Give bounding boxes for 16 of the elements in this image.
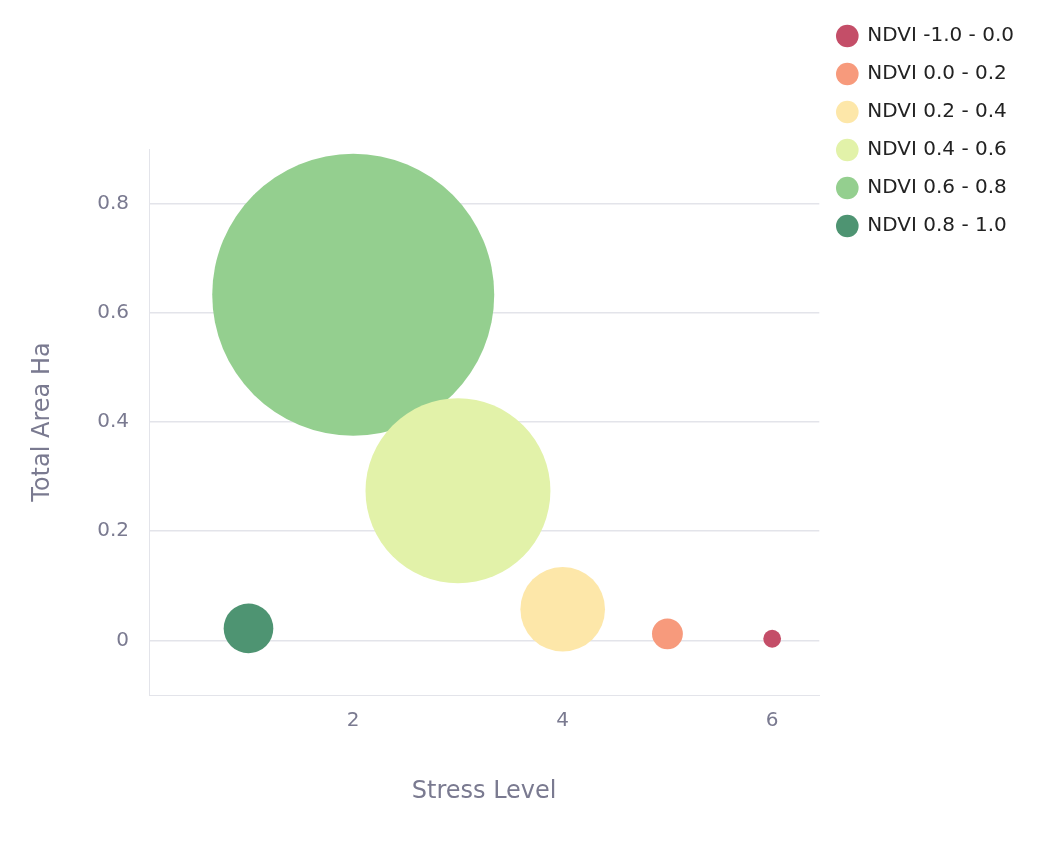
legend-label: NDVI 0.6 - 0.8 <box>867 174 1007 199</box>
legend-label: NDVI 0.4 - 0.6 <box>867 136 1007 161</box>
legend-label: NDVI 0.0 - 0.2 <box>867 60 1007 85</box>
y-tick-label: 0 <box>116 626 129 651</box>
x-tick-label: 2 <box>346 707 360 732</box>
y-tick-label: 0.4 <box>97 408 129 433</box>
x-axis-title: Stress Level <box>411 775 557 804</box>
x-tick-label: 4 <box>556 707 570 732</box>
y-tick-label: 0.2 <box>97 517 129 542</box>
y-tick-label: 0.6 <box>97 299 129 323</box>
legend-label: NDVI 0.8 - 1.0 <box>867 212 1007 237</box>
x-tick-label: 6 <box>765 707 779 732</box>
legend-label: NDVI -1.0 - 0.0 <box>867 22 1015 47</box>
y-axis-title: Total Area Ha <box>27 342 56 503</box>
legend-label: NDVI 0.2 - 0.4 <box>867 98 1007 123</box>
y-tick-label: 0.8 <box>97 189 129 214</box>
